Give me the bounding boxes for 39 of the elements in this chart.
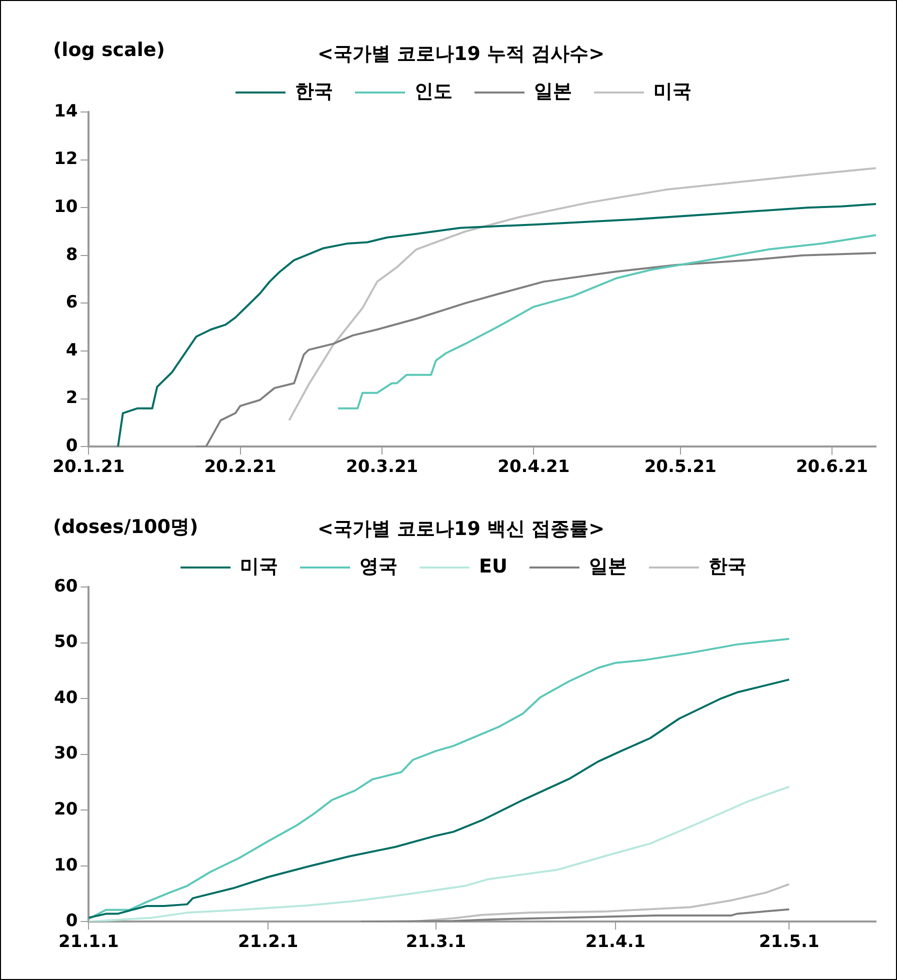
legend-label: 미국 [240,555,278,578]
x-tick-label: 21.5.1 [759,932,820,952]
x-tick-label: 20.1.21 [52,457,125,478]
x-tick-label: 21.2.1 [238,932,298,952]
x-tick-label: 20.6.21 [796,457,868,478]
y-tick-label: 40 [54,688,78,708]
y-tick-label: 0 [66,436,78,456]
y-tick-label: 50 [54,632,78,652]
x-tick-label: 21.1.1 [58,932,119,952]
y-tick-label: 30 [54,744,78,764]
x-tick-label: 20.3.21 [346,457,418,478]
x-tick-label: 20.4.21 [498,457,570,478]
y-tick-label: 8 [66,244,78,265]
y-tick-label: 60 [54,576,78,596]
chart-title: <국가별 코로나19 누적 검사수> [317,43,605,65]
legend-label: 영국 [360,555,398,578]
y-axis-title: (doses/100명) [53,515,198,540]
x-tick-label: 21.4.1 [585,932,646,952]
legend-label: 일본 [534,80,572,102]
x-tick-label: 20.5.21 [644,457,716,478]
y-tick-label: 6 [66,292,78,313]
legend-label: 일본 [588,555,627,578]
chart-title: <국가별 코로나19 백신 접종률> [317,518,605,540]
y-tick-label: 0 [66,911,78,932]
y-axis-title: (log scale) [53,39,165,61]
x-tick-label: 20.2.21 [204,457,276,478]
legend-label: 미국 [654,80,692,102]
y-tick-label: 14 [54,101,78,122]
y-tick-label: 10 [54,855,78,876]
legend-label: 한국 [708,555,746,578]
y-tick-label: 4 [66,340,78,360]
x-tick-label: 21.3.1 [406,932,466,952]
legend-label: EU [479,555,508,578]
legend-label: 한국 [295,80,333,102]
y-tick-label: 12 [54,149,78,170]
y-tick-label: 10 [54,197,78,218]
y-tick-label: 20 [54,799,78,820]
y-tick-label: 2 [66,388,78,408]
legend-label: 인도 [414,80,452,102]
